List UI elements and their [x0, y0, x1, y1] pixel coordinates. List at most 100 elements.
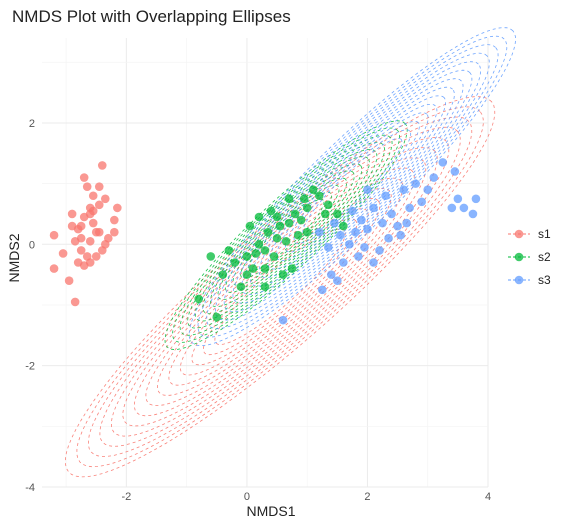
point-s3: [278, 315, 288, 325]
point-s3: [354, 252, 363, 261]
point-s1: [58, 249, 68, 258]
point-s2: [242, 270, 252, 279]
point-s2: [333, 209, 342, 219]
ellipse-s1: [65, 96, 496, 478]
point-s2: [260, 246, 270, 255]
legend-key-s2: [514, 252, 524, 262]
point-s3: [369, 203, 378, 213]
ellipse-ring-s1: [76, 106, 484, 468]
point-s1: [88, 206, 98, 216]
point-s3: [450, 167, 460, 176]
ellipse-ring-s3: [223, 61, 482, 313]
point-s1: [49, 264, 59, 273]
point-s3: [402, 218, 411, 228]
point-s3: [375, 246, 384, 255]
point-s3: [423, 185, 433, 194]
point-s2: [302, 203, 312, 213]
x-axis-label: NMDS1: [246, 503, 295, 519]
point-s2: [236, 282, 246, 292]
point-s3: [417, 197, 427, 207]
series-s3: [278, 158, 481, 325]
ellipse-ring-s3: [293, 129, 412, 244]
point-s3: [411, 179, 420, 188]
point-s1: [67, 221, 77, 231]
point-s3: [378, 218, 387, 228]
point-s3: [317, 285, 327, 295]
point-s2: [269, 252, 279, 261]
chart-title: NMDS Plot with Overlapping Ellipses: [12, 7, 291, 26]
point-s3: [429, 173, 439, 182]
point-s1: [94, 182, 104, 191]
ellipse-ring-s1: [88, 116, 473, 457]
point-s2: [242, 252, 252, 261]
ellipse-ring-s1: [168, 187, 392, 386]
point-s3: [396, 230, 405, 240]
legend: s1 s2 s3: [508, 227, 551, 287]
ellipse-ring-s1: [191, 208, 369, 366]
ellipse-ring-s1: [157, 177, 404, 396]
point-s2: [314, 191, 324, 201]
point-s3: [459, 203, 469, 213]
point-s2: [272, 212, 282, 222]
legend-item-s3: s3: [508, 273, 551, 287]
point-s2: [281, 236, 291, 246]
point-s2: [275, 221, 285, 231]
point-s1: [76, 246, 86, 255]
point-s3: [360, 243, 369, 252]
ellipse-ring-s2: [164, 120, 408, 351]
point-s1: [79, 173, 89, 182]
point-s2: [287, 264, 297, 273]
ellipse-ring-s3: [197, 35, 508, 338]
point-s3: [387, 209, 396, 219]
y-tick-label: 2: [29, 118, 35, 130]
point-s2: [263, 227, 273, 237]
point-s1: [113, 203, 122, 213]
point-s1: [88, 191, 98, 201]
legend-item-s2: s2: [508, 250, 551, 264]
ellipse-ring-s1: [203, 218, 358, 356]
point-s1: [94, 227, 104, 237]
point-s3: [351, 227, 360, 237]
y-tick-label: 0: [29, 239, 35, 251]
point-s2: [206, 252, 216, 261]
point-s2: [260, 264, 270, 273]
point-s3: [393, 221, 402, 231]
ellipse-ring-s3: [285, 120, 420, 253]
legend-label-s2: s2: [538, 250, 551, 264]
ellipse-ring-s1: [65, 96, 496, 478]
point-s1: [110, 215, 119, 225]
point-s2: [245, 221, 255, 231]
point-s2: [224, 246, 234, 255]
x-tick-label: 4: [485, 491, 491, 503]
point-s2: [299, 194, 309, 204]
point-s1: [67, 209, 77, 219]
ellipse-ring-s3: [267, 103, 438, 270]
points-layer: [49, 158, 481, 325]
point-s3: [363, 224, 372, 234]
ellipse-ring-s3: [241, 78, 464, 296]
point-s3: [405, 203, 414, 213]
ellipse-ring-s3: [302, 138, 403, 236]
point-s2: [293, 230, 303, 240]
point-s3: [399, 185, 408, 194]
point-s2: [308, 185, 318, 194]
point-s1: [88, 218, 98, 228]
legend-key-s1: [514, 229, 524, 239]
point-s3: [333, 276, 342, 286]
point-s3: [314, 227, 324, 237]
point-s1: [73, 258, 83, 267]
point-s2: [254, 239, 264, 249]
point-s2: [251, 249, 261, 258]
point-s3: [336, 230, 345, 240]
point-s2: [194, 294, 204, 304]
point-s3: [330, 218, 339, 228]
point-s3: [471, 194, 481, 204]
point-s3: [453, 194, 463, 204]
point-s3: [357, 215, 366, 225]
ellipse-ring-s3: [214, 52, 490, 321]
y-tick-label: -4: [25, 482, 35, 494]
ellipse-ring-s2: [172, 127, 401, 343]
point-s2: [284, 194, 294, 204]
point-s2: [230, 258, 240, 267]
